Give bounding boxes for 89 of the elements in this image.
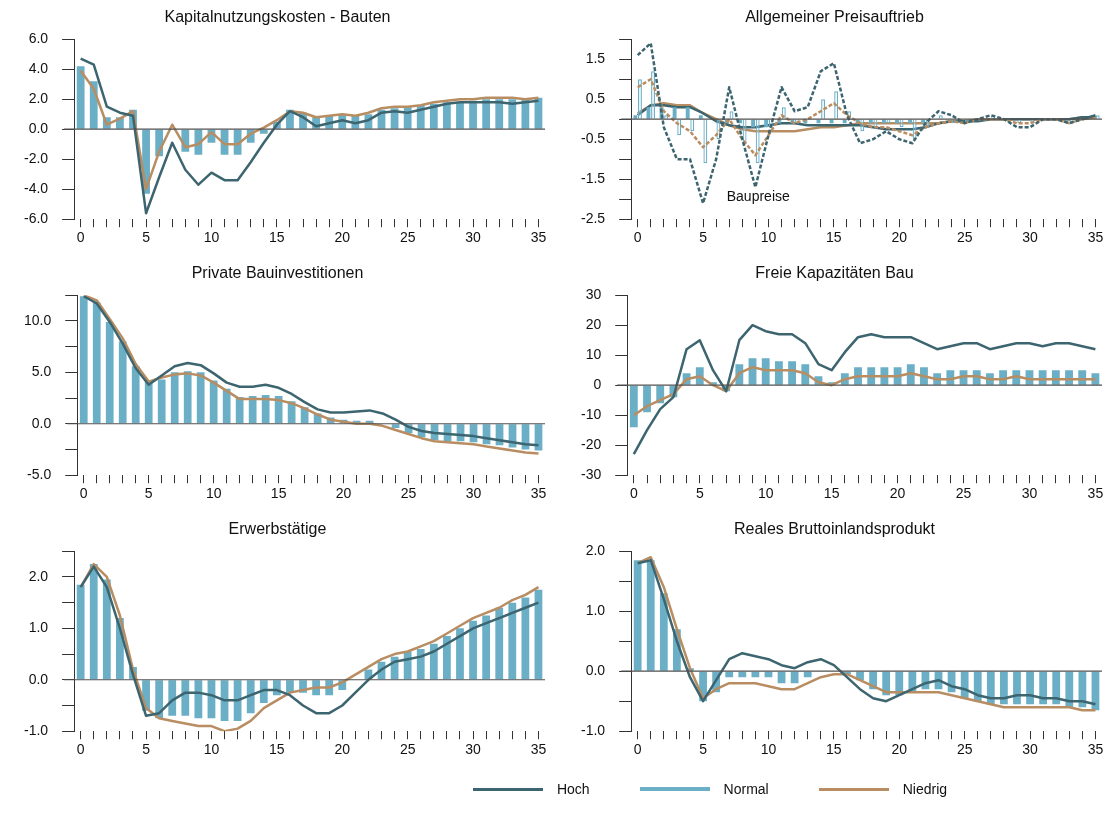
x-tick-label: 25	[400, 485, 417, 502]
annotation: Baupreise	[726, 188, 790, 205]
x-tick-label: 5	[142, 741, 151, 758]
y-tick-label: 2.0	[585, 542, 606, 559]
x-tick-label: 10	[205, 485, 222, 502]
y-tick-label: -0.5	[581, 130, 606, 147]
x-tick-label: 0	[76, 741, 85, 758]
x-tick-label: 0	[79, 485, 88, 502]
x-tick-label: 20	[891, 741, 908, 758]
y-tick-label: 1.0	[585, 602, 606, 619]
y-tick-label: 10.0	[24, 311, 52, 328]
legend-label: Normal	[723, 781, 769, 797]
y-tick-label: 30	[585, 286, 602, 303]
y-tick-label: 0.5	[585, 90, 606, 107]
x-tick-label: 15	[269, 741, 285, 758]
y-tick-label: -1.0	[24, 722, 49, 739]
x-tick-label: 0	[633, 229, 642, 246]
y-tick-label: 6.0	[28, 30, 49, 47]
x-tick-label: 30	[1021, 485, 1038, 502]
x-tick-label: 30	[465, 229, 482, 246]
x-tick-label: 15	[826, 229, 842, 246]
y-tick-label: 5.0	[31, 363, 52, 380]
x-tick-label: 10	[757, 485, 774, 502]
legend-label: Niedrig	[902, 781, 948, 797]
x-tick-label: 25	[399, 741, 416, 758]
y-tick-label: 0.0	[28, 120, 49, 137]
x-tick-label: 15	[826, 741, 842, 758]
x-tick-label: 20	[889, 485, 906, 502]
x-tick-label: 25	[955, 485, 972, 502]
y-tick-label: -10	[581, 406, 602, 423]
y-tick-label: 4.0	[28, 60, 49, 77]
x-tick-label: 10	[203, 741, 220, 758]
x-tick-label: 5	[695, 485, 704, 502]
x-tick-label: 15	[269, 229, 285, 246]
x-tick-label: 0	[633, 741, 642, 758]
x-tick-label: 30	[1022, 741, 1039, 758]
x-tick-label: 5	[699, 741, 708, 758]
x-tick-label: 5	[144, 485, 153, 502]
x-tick-label: 35	[1087, 485, 1104, 502]
x-tick-label: 35	[1087, 741, 1104, 758]
y-tick-label: -2.5	[581, 210, 606, 227]
y-tick-label: 0.0	[585, 662, 606, 679]
y-tick-label: 0.0	[28, 670, 49, 687]
x-tick-label: 35	[530, 741, 547, 758]
y-tick-label: -1.0	[581, 722, 606, 739]
y-tick-label: 0.0	[31, 414, 52, 431]
x-tick-label: 10	[760, 229, 777, 246]
y-tick-label: -1.5	[581, 170, 606, 187]
x-tick-label: 10	[760, 741, 777, 758]
x-tick-label: 20	[335, 485, 352, 502]
x-tick-label: 30	[1022, 229, 1039, 246]
y-tick-label: 0	[593, 376, 602, 393]
x-tick-label: 35	[1087, 229, 1104, 246]
x-tick-label: 10	[203, 229, 220, 246]
y-tick-label: 20	[585, 316, 602, 333]
x-tick-label: 20	[334, 741, 351, 758]
x-tick-label: 15	[270, 485, 287, 502]
x-tick-label: 15	[823, 485, 840, 502]
x-tick-label: 25	[956, 741, 973, 758]
x-tick-label: 25	[956, 229, 973, 246]
y-tick-label: -6.0	[24, 210, 49, 227]
x-tick-label: 35	[530, 229, 547, 246]
chart-title: Freie Kapazitäten Bau	[755, 264, 914, 282]
x-tick-label: 0	[76, 229, 85, 246]
x-tick-label: 35	[530, 485, 547, 502]
y-tick-label: -2.0	[24, 150, 49, 167]
chart-title: Kapitalnutzungskosten - Bauten	[164, 8, 391, 26]
y-tick-label: -20	[581, 436, 602, 453]
y-tick-label: -30	[581, 466, 602, 483]
y-tick-label: 1.0	[28, 619, 49, 636]
x-tick-label: 25	[399, 229, 416, 246]
y-tick-label: 2.0	[28, 90, 49, 107]
chart-title: Reales Bruttoinlandsprodukt	[733, 520, 936, 538]
y-tick-label: 1.5	[585, 50, 606, 67]
chart-title: Private Bauinvestitionen	[191, 264, 364, 282]
x-tick-label: 20	[891, 229, 908, 246]
y-tick-label: -5.0	[27, 466, 52, 483]
x-tick-label: 0	[629, 485, 638, 502]
y-tick-label: 2.0	[28, 567, 49, 584]
chart-title: Erwerbstätige	[228, 520, 327, 538]
x-tick-label: 20	[334, 229, 351, 246]
y-tick-label: -4.0	[24, 180, 49, 197]
x-tick-label: 30	[465, 741, 482, 758]
x-tick-label: 5	[142, 229, 151, 246]
x-tick-label: 30	[465, 485, 482, 502]
x-tick-label: 5	[699, 229, 708, 246]
chart-title: Allgemeiner Preisauftrieb	[745, 8, 924, 26]
legend-label: Hoch	[556, 781, 590, 797]
y-tick-label: 10	[585, 346, 602, 363]
